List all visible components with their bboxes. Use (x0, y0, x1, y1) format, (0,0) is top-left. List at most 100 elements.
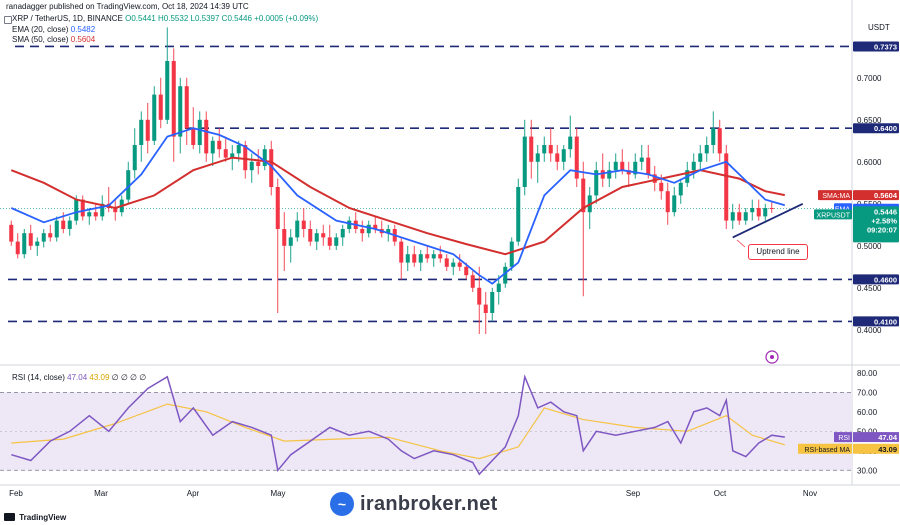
candle-body (236, 145, 241, 154)
rsi-name-tag-bg (834, 432, 852, 443)
candle-body (542, 145, 547, 154)
candle-body (178, 86, 183, 137)
candle-body (139, 119, 144, 145)
candle-body (548, 145, 553, 154)
rsi-tick-label: 30.00 (857, 466, 878, 475)
sma-legend[interactable]: SMA (50, close) 0.5604 (12, 35, 95, 44)
price-tick-label: 0.5000 (857, 242, 882, 251)
candle-body (496, 283, 501, 292)
candle-body (769, 208, 774, 209)
level-410-tag-text: 0.4100 (874, 317, 897, 326)
rsi-ma-name-tag-text: RSI-based MA (804, 447, 850, 454)
candle-body (737, 212, 742, 221)
rsi-empty-values: ∅ ∅ ∅ ∅ (111, 373, 147, 382)
rsi-ma-value-tag-bg (853, 443, 899, 454)
candle-body (431, 254, 436, 259)
candle-body (750, 208, 755, 213)
uptrend-label: Uptrend line (748, 244, 808, 260)
candle-body (711, 128, 716, 145)
candle-body (659, 182, 664, 192)
candle-body (41, 233, 46, 242)
candle-body (425, 254, 430, 259)
candle-body (399, 241, 404, 263)
ema-legend-value: 0.5482 (70, 25, 96, 34)
rsi-legend-value: 47.04 (67, 373, 88, 382)
level-640-tag-text: 0.6400 (874, 124, 897, 133)
rsi-line (11, 374, 785, 476)
level-460-tag-text: 0.4600 (874, 275, 897, 284)
rsi-ma-line (11, 403, 785, 460)
price-tick-label: 0.4500 (857, 284, 882, 293)
candle-body (490, 292, 495, 313)
candle-body (704, 145, 709, 154)
symbol-icon[interactable] (4, 16, 12, 24)
candle-body (743, 212, 748, 221)
candle-body (295, 220, 300, 238)
rsi-tick-label: 60.00 (857, 408, 878, 417)
replay-icon[interactable] (765, 350, 779, 364)
sma-legend-label: SMA (50, close) (12, 35, 69, 44)
candle-body (522, 136, 527, 187)
candle-body (646, 157, 651, 175)
candle-body (626, 170, 631, 175)
level-640-tag-bg (853, 123, 899, 134)
time-tick-label: Apr (187, 489, 200, 498)
candle-body (256, 161, 261, 166)
rsi-value-tag-bg (853, 432, 899, 443)
last-price-tag-text: 0.5446 (874, 207, 897, 216)
candle-body (74, 199, 79, 221)
rsi-legend[interactable]: RSI (14, close) 47.04 43.09 ∅ ∅ ∅ ∅ (12, 373, 146, 382)
level-460-tag-bg (853, 274, 899, 285)
time-tick-label: Nov (803, 489, 817, 498)
publisher-line: ranadagger published on TradingView.com,… (6, 2, 249, 11)
sma-ma-name-tag-bg (818, 190, 852, 201)
price-tick-label: 0.6000 (857, 158, 882, 167)
candle-body (444, 258, 449, 267)
sma50-line (10, 156, 785, 256)
candle-body (360, 229, 365, 234)
candle-body (184, 86, 189, 129)
candle-body (87, 212, 92, 217)
candle-body (418, 254, 423, 263)
ohlc-low: L0.5397 (190, 14, 220, 23)
ohlc-open: O0.5441 (125, 14, 156, 23)
candle-body (412, 254, 417, 263)
candle-body (763, 208, 768, 217)
candle-body (132, 145, 137, 171)
candle-body (373, 224, 378, 229)
candle-body (561, 149, 566, 162)
tradingview-logo[interactable]: TradingView (4, 513, 66, 522)
last-price-tag-text: 09:20:07 (867, 225, 897, 234)
rsi-tick-label: 50.00 (857, 427, 878, 436)
candle-body (535, 153, 540, 162)
candle-body (93, 212, 98, 217)
candle-body (594, 170, 599, 196)
sma-value-tag-bg (853, 190, 899, 201)
candle-body (80, 199, 85, 217)
candle-body (28, 233, 33, 246)
candle-body (574, 136, 579, 179)
uptrend-label-text: Uptrend line (756, 247, 800, 256)
candle-body (724, 153, 729, 221)
rsi-name-tag-text: RSI (838, 435, 850, 442)
candle-body (555, 153, 560, 162)
candle-body (756, 208, 761, 217)
ema-legend-label: EMA (20, close) (12, 25, 69, 34)
candle-body (405, 254, 410, 263)
candle-body (308, 229, 313, 242)
ema-legend[interactable]: EMA (20, close) 0.5482 (12, 25, 95, 34)
candle-body (639, 157, 644, 162)
candle-body (48, 233, 53, 238)
candle-body (230, 153, 235, 158)
candle-body (665, 191, 670, 213)
price-tick-label: 0.7000 (857, 74, 882, 83)
candle-body (22, 233, 27, 255)
rsi-tick-label: 80.00 (857, 369, 878, 378)
candle-body (438, 254, 443, 259)
candle-body (613, 161, 618, 171)
symbol-name-tag-bg (814, 209, 852, 220)
candle-body (243, 145, 248, 171)
candle-body (581, 178, 586, 213)
rsi-ma-value-tag-text: 43.09 (878, 445, 897, 454)
